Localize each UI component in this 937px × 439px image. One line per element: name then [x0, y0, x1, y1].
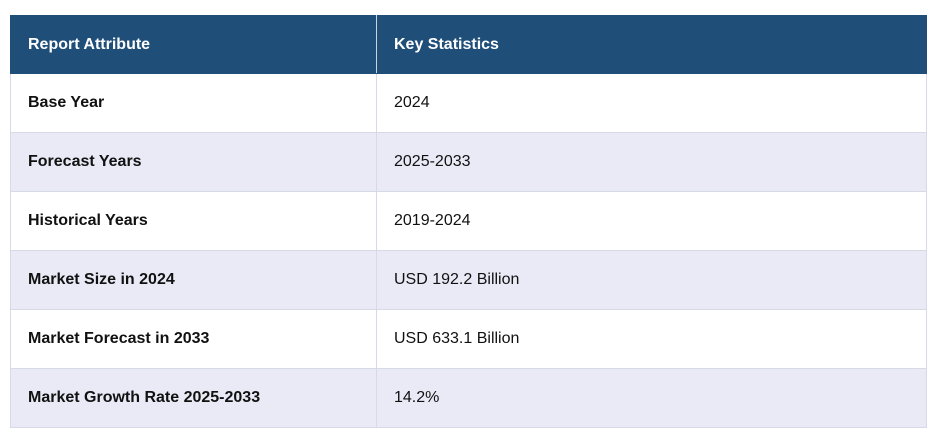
table-row: Base Year 2024	[10, 73, 927, 133]
row-value: 2024	[376, 73, 927, 133]
row-attribute: Market Growth Rate 2025-2033	[10, 368, 377, 428]
row-attribute: Market Forecast in 2033	[10, 309, 377, 369]
header-row: Report Attribute Key Statistics	[10, 15, 927, 74]
table-row: Historical Years 2019-2024	[10, 191, 927, 251]
table-row: Market Growth Rate 2025-2033 14.2%	[10, 368, 927, 428]
header-key-statistics: Key Statistics	[376, 15, 927, 74]
table-body: Base Year 2024 Forecast Years 2025-2033 …	[10, 73, 927, 428]
header-report-attribute: Report Attribute	[10, 15, 377, 74]
row-attribute: Historical Years	[10, 191, 377, 251]
row-value: 14.2%	[376, 368, 927, 428]
row-attribute: Base Year	[10, 73, 377, 133]
report-table-container: Report Attribute Key Statistics Base Yea…	[10, 15, 927, 428]
row-value: USD 192.2 Billion	[376, 250, 927, 310]
row-attribute: Forecast Years	[10, 132, 377, 192]
report-statistics-table: Report Attribute Key Statistics Base Yea…	[10, 15, 927, 428]
row-attribute: Market Size in 2024	[10, 250, 377, 310]
table-row: Forecast Years 2025-2033	[10, 132, 927, 192]
table-row: Market Forecast in 2033 USD 633.1 Billio…	[10, 309, 927, 369]
table-row: Market Size in 2024 USD 192.2 Billion	[10, 250, 927, 310]
row-value: USD 633.1 Billion	[376, 309, 927, 369]
row-value: 2019-2024	[376, 191, 927, 251]
table-header: Report Attribute Key Statistics	[10, 15, 927, 74]
row-value: 2025-2033	[376, 132, 927, 192]
